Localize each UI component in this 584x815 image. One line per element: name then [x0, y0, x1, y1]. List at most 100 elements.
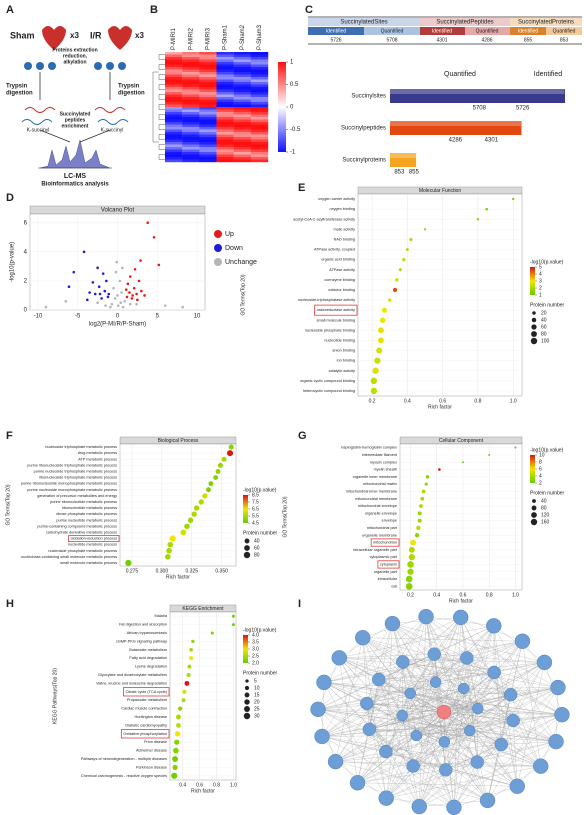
edge [494, 662, 545, 673]
heatmap-cell [250, 124, 269, 128]
category-label: ATPase activity, coupled [314, 248, 355, 252]
edge [469, 730, 557, 742]
colorbar [243, 635, 248, 663]
plot-area [399, 443, 523, 591]
edge [419, 687, 559, 807]
table-cell: 4301 [436, 37, 447, 43]
edge [357, 769, 446, 783]
edge [366, 703, 445, 713]
dot [379, 317, 386, 324]
legend-marker [214, 230, 222, 238]
size-legend-label: 80 [541, 331, 547, 337]
edge [386, 711, 445, 799]
heatmap-cell [182, 109, 200, 113]
heatmap-cell [233, 117, 252, 120]
point [152, 235, 156, 239]
size-legend-marker [244, 692, 250, 698]
network-node [327, 753, 344, 770]
heatmap-cell [182, 97, 200, 100]
edge [335, 744, 502, 762]
dot [202, 493, 208, 499]
heatmap-cell [233, 94, 252, 98]
heatmap-cell [182, 142, 200, 145]
edge [322, 708, 478, 737]
heatmap-cell [233, 59, 252, 63]
heatmap-cell [250, 87, 269, 90]
category-label: intracellular [378, 577, 398, 581]
heatmap-cell [216, 149, 234, 153]
edge [444, 694, 511, 742]
dot [208, 481, 214, 487]
heatmap-cell [233, 124, 252, 128]
edge [434, 654, 478, 709]
legend-label: Quantified [444, 71, 476, 78]
arrows [39, 72, 111, 143]
heatmap-cell [216, 124, 234, 128]
value-label: 5726 [516, 106, 530, 112]
heatmap-cell [233, 97, 252, 100]
network-hub [436, 704, 452, 720]
x-tick-label: 0.8 [486, 592, 493, 598]
heatmap-cell [216, 89, 234, 93]
step-text: K-succinyl [27, 127, 50, 133]
x-tick-label: 5 [156, 314, 160, 320]
category-label: nucleoside triphosphate metabolic proces… [45, 445, 117, 449]
edge [477, 762, 541, 767]
edge [322, 736, 478, 763]
table-subheader: Identified [326, 28, 347, 34]
heatmap-cell [250, 117, 269, 120]
edge [362, 637, 445, 713]
edge [323, 657, 467, 683]
edge [321, 623, 393, 737]
heatmap-cell [250, 74, 269, 78]
size-legend-marker [530, 337, 538, 345]
category-label: purine ribonucleoside triphosphate metab… [27, 463, 117, 467]
legend-marker [214, 244, 222, 252]
x-tick-label: -10 [34, 314, 43, 320]
chromatogram [39, 139, 111, 169]
point [133, 267, 137, 271]
dot [198, 499, 204, 505]
heatmap-cell [165, 102, 183, 105]
heatmap-cell [216, 139, 234, 143]
plot-area [119, 443, 237, 567]
edge [463, 688, 502, 745]
dot [410, 539, 416, 546]
x-tick-label: 1.0 [230, 782, 237, 788]
heatmap-cell [165, 149, 183, 153]
heatmap-cell [165, 84, 183, 88]
colorbar-label: 4 [539, 473, 542, 479]
heatmap-cell [199, 142, 217, 145]
edge [357, 720, 514, 783]
replicates: x3 [135, 31, 144, 40]
x-tick-label: 0.325 [185, 568, 198, 574]
heatmap-cell [250, 64, 269, 68]
edge [318, 709, 445, 713]
heatmap-cell [216, 97, 234, 100]
edge [425, 616, 445, 713]
edge [501, 741, 557, 745]
heatmap-cell [199, 144, 217, 148]
heatmap-cell [199, 67, 217, 70]
edge [357, 730, 470, 783]
charts: P-MIRI1 P-MIRI2 P-MIRI3 P-Sham1 P-Sham2 P-Sha… [5, 24, 570, 815]
colorbar [278, 62, 286, 152]
network-node [464, 724, 476, 737]
heatmap-cell [216, 142, 234, 145]
edge [410, 693, 478, 763]
heatmap-cell [233, 114, 252, 118]
edge [362, 637, 502, 745]
heatmap-cell [216, 62, 234, 65]
step-text: enrichment [62, 123, 89, 129]
point [124, 288, 128, 291]
dot [424, 482, 428, 486]
category-label: cell [391, 584, 397, 588]
colorbar-label: -0.5 [290, 127, 301, 133]
network-node [331, 650, 347, 666]
edge [445, 730, 470, 770]
heatmap-cell [199, 74, 217, 78]
heart-icon [42, 26, 66, 50]
heatmap-cell [182, 149, 200, 153]
point [132, 286, 136, 290]
heatmap-cell [165, 67, 183, 70]
